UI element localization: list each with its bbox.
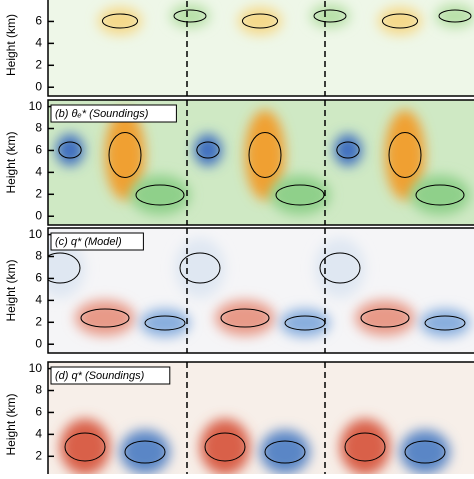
y-tick-label: 10 — [29, 227, 43, 241]
y-axis-label: Height (km) — [4, 393, 18, 455]
contour-fill — [245, 110, 285, 200]
contour-fill — [194, 134, 222, 166]
contour-fill — [340, 419, 390, 474]
frame — [47, 0, 474, 97]
contour-fill — [238, 7, 282, 35]
contour-line — [196, 141, 220, 159]
y-tick-label: 6 — [35, 271, 42, 285]
frame — [47, 361, 474, 479]
contour-line — [220, 308, 270, 328]
contour-fill — [334, 134, 362, 166]
contour-line — [415, 184, 465, 206]
contour-fill — [310, 4, 350, 28]
panel — [48, 362, 474, 474]
contour-fill — [315, 238, 365, 298]
contour-line — [319, 252, 361, 284]
contour-fill — [130, 175, 190, 215]
panel-title: (c) q* (Model) — [55, 236, 122, 248]
contour-fill — [378, 7, 422, 35]
y-tick-label: 6 — [35, 14, 42, 28]
title-box — [50, 104, 177, 123]
contour-line — [360, 308, 410, 328]
frame — [47, 99, 474, 226]
panel-title: (b) θₑ* (Soundings) — [55, 108, 149, 120]
y-tick-label: 4 — [35, 36, 42, 50]
y-tick-label: 2 — [35, 186, 42, 200]
title-box — [50, 366, 171, 385]
contour-line — [344, 432, 386, 462]
contour-fill — [385, 110, 425, 200]
y-tick-label: 0 — [35, 208, 42, 222]
contour-fill — [420, 309, 470, 337]
y-axis-label: Height (km) — [4, 259, 18, 321]
contour-fill — [56, 134, 84, 166]
y-tick-label: 8 — [35, 249, 42, 263]
y-axis-label: Height (km) — [4, 14, 18, 76]
contour-line — [64, 432, 106, 462]
contour-fill — [120, 430, 170, 474]
contour-fill — [410, 175, 470, 215]
y-tick-label: 4 — [35, 293, 42, 307]
y-tick-label: 4 — [35, 165, 42, 179]
y-tick-label: 2 — [35, 448, 42, 462]
contour-fill — [260, 430, 310, 474]
contour-line — [48, 252, 81, 284]
contour-line — [438, 9, 472, 23]
contour-fill — [75, 300, 135, 336]
y-tick-label: 8 — [35, 383, 42, 397]
panel — [48, 0, 474, 96]
contour-line — [248, 132, 282, 178]
panel — [48, 100, 474, 225]
contour-fill — [400, 430, 450, 474]
frame — [47, 227, 474, 354]
contour-line — [173, 9, 207, 23]
contour-line — [241, 13, 279, 29]
title-box — [50, 232, 144, 251]
contour-line — [108, 132, 142, 178]
contour-line — [58, 141, 82, 159]
contour-line — [264, 440, 306, 464]
contour-line — [124, 440, 166, 464]
y-tick-label: 6 — [35, 405, 42, 419]
contour-line — [388, 132, 422, 178]
contour-line — [313, 9, 347, 23]
contour-fill — [140, 309, 190, 337]
y-tick-label: 2 — [35, 314, 42, 328]
contour-line — [80, 308, 130, 328]
contour-line — [404, 440, 446, 464]
contour-fill — [105, 110, 145, 200]
contour-fill — [200, 419, 250, 474]
contour-fill — [280, 309, 330, 337]
contour-line — [204, 432, 246, 462]
contour-line — [336, 141, 360, 159]
contour-line — [135, 184, 185, 206]
contour-line — [179, 252, 221, 284]
contour-fill — [60, 419, 110, 474]
y-tick-label: 0 — [35, 79, 42, 93]
y-axis-label: Height (km) — [4, 131, 18, 193]
y-tick-label: 6 — [35, 143, 42, 157]
contour-fill — [270, 175, 330, 215]
y-tick-label: 10 — [29, 99, 43, 113]
contour-line — [275, 184, 325, 206]
contour-fill — [435, 4, 474, 28]
contour-fill — [215, 300, 275, 336]
panel-title: (d) q* (Soundings) — [55, 370, 145, 382]
y-tick-label: 2 — [35, 57, 42, 71]
contour-fill — [355, 300, 415, 336]
y-tick-label: 4 — [35, 427, 42, 441]
contour-line — [381, 13, 419, 29]
contour-line — [424, 315, 466, 331]
contour-line — [101, 13, 139, 29]
y-tick-label: 0 — [35, 336, 42, 350]
y-tick-label: 8 — [35, 121, 42, 135]
contour-line — [144, 315, 186, 331]
contour-fill — [98, 7, 142, 35]
contour-fill — [175, 238, 225, 298]
contour-fill — [170, 4, 210, 28]
y-tick-label: 10 — [29, 361, 43, 375]
